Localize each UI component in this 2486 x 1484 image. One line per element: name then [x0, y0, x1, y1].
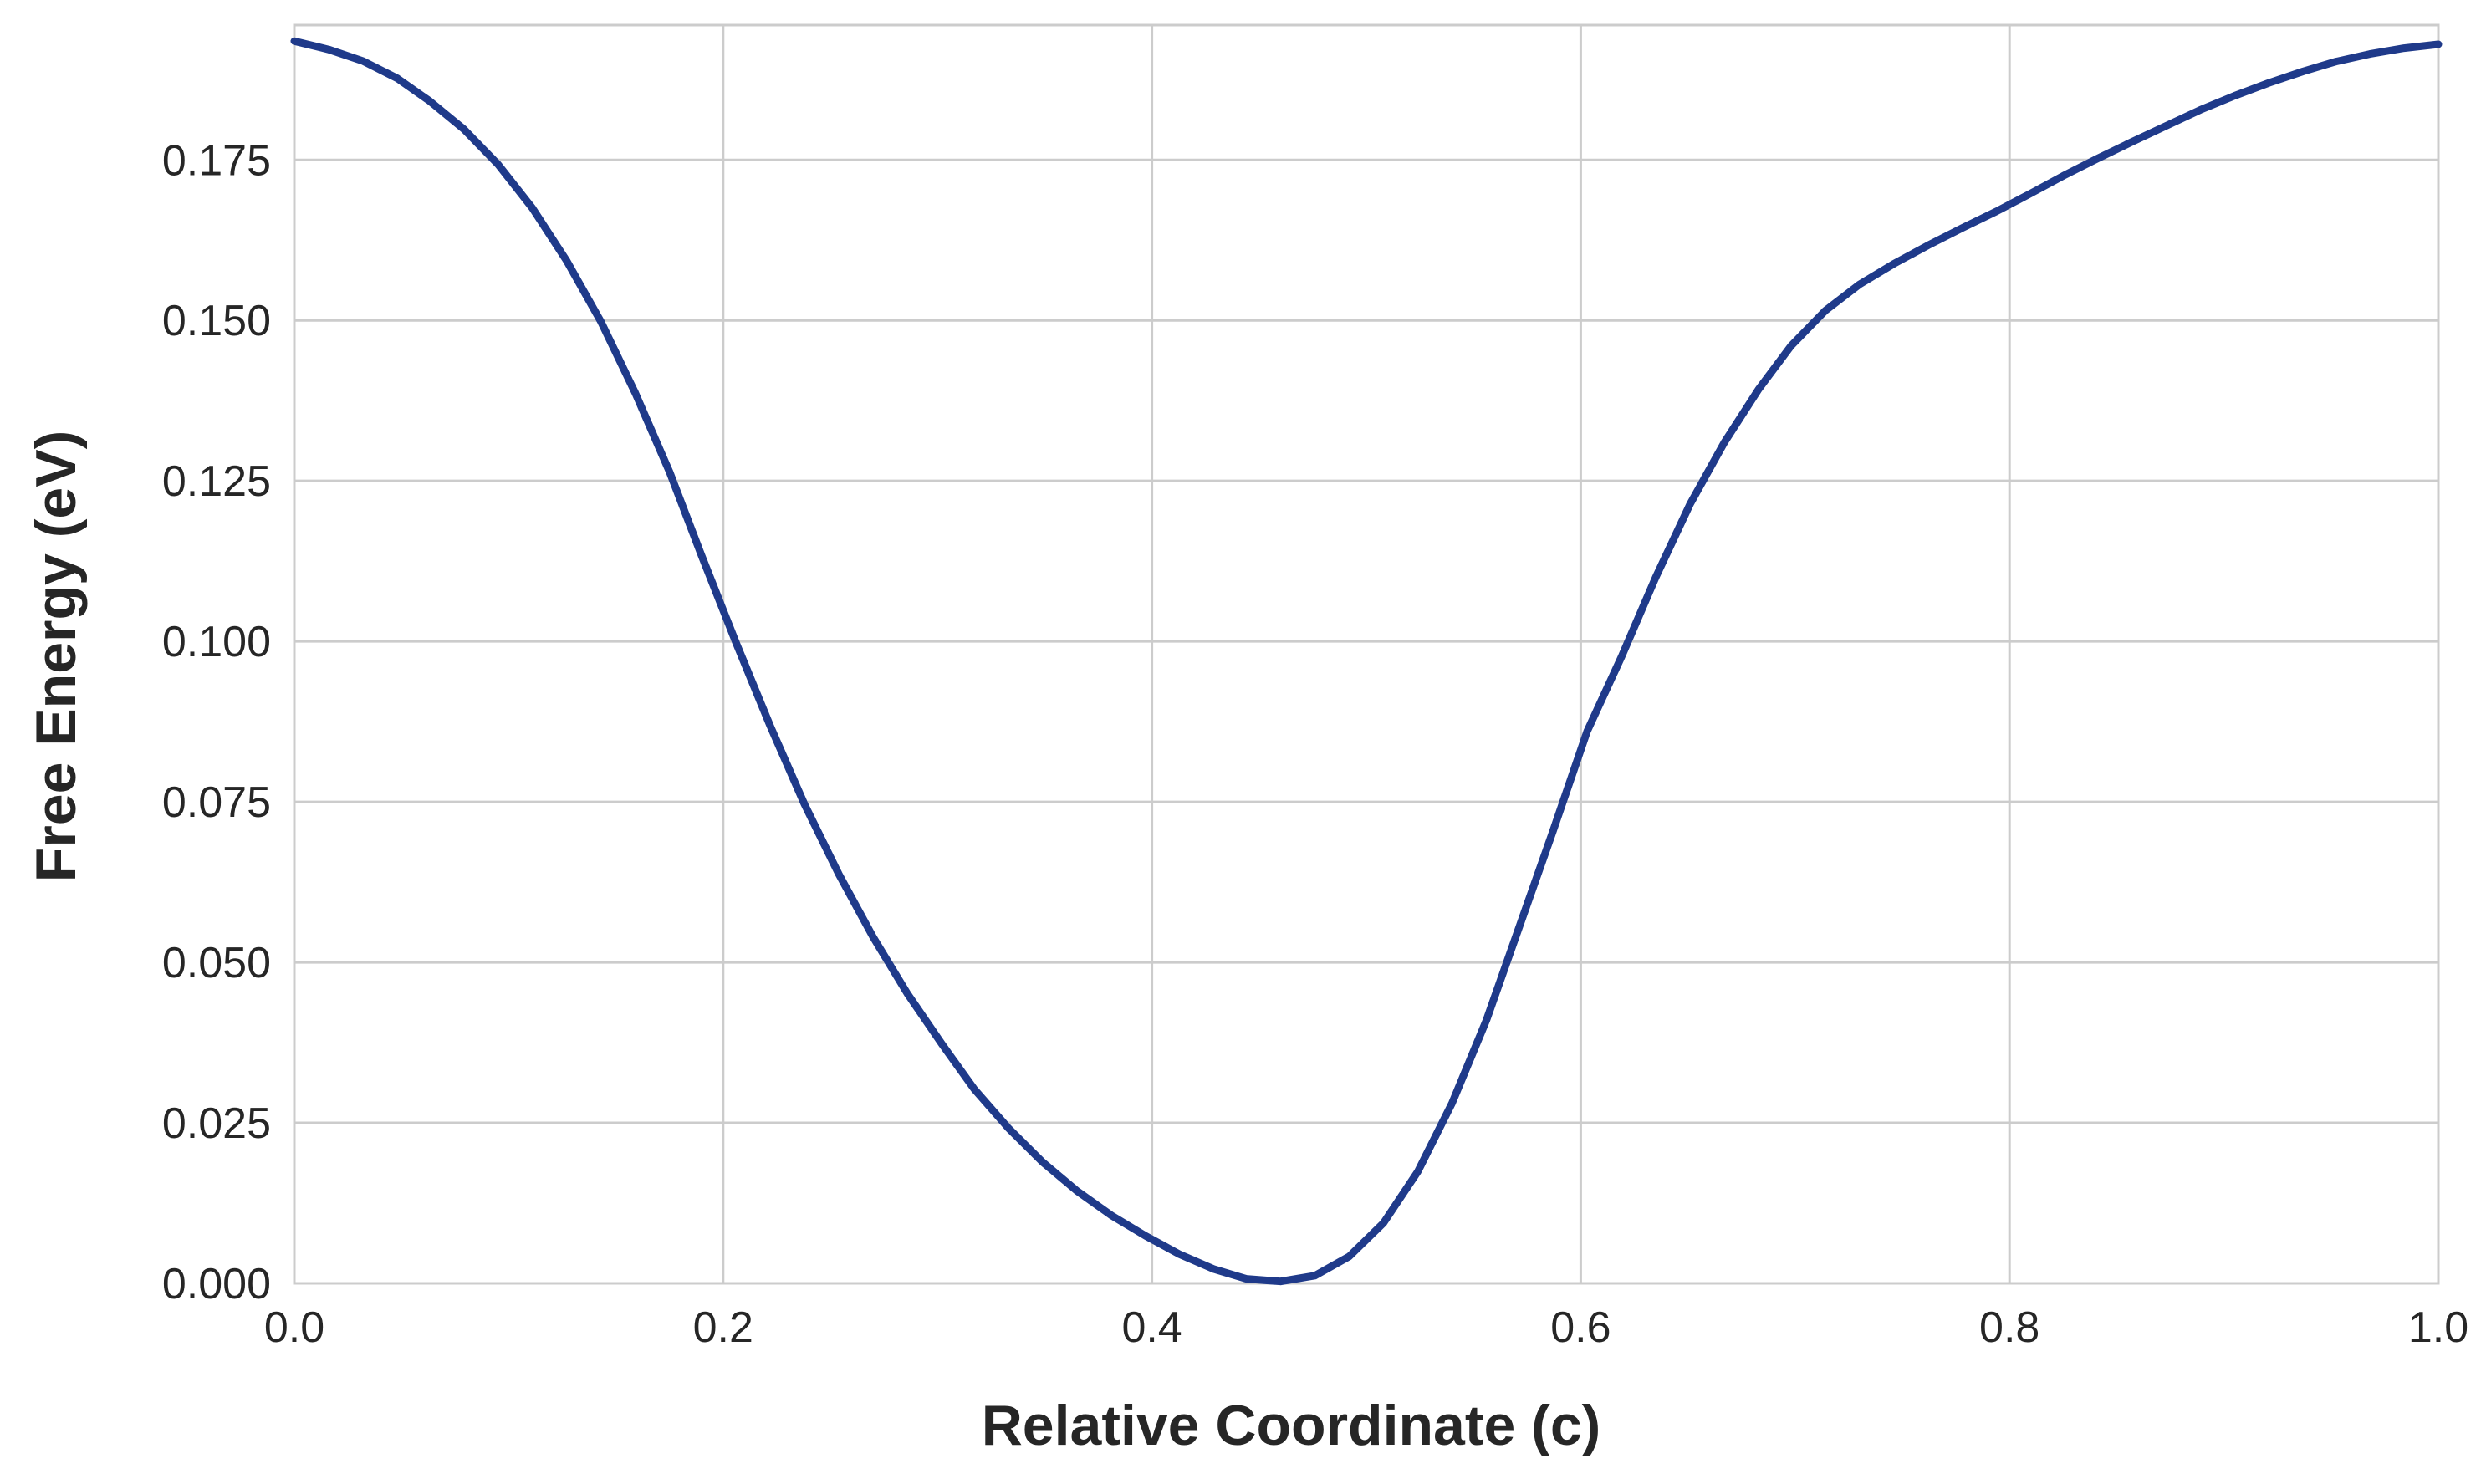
grid: [293, 25, 2440, 1285]
x-tick-label: 0.8: [1979, 1303, 2039, 1352]
y-tick-label: 0.150: [162, 297, 271, 345]
y-axis-ticks: 0.000 0.025 0.050 0.075 0.100 0.125 0.150 0.175: [162, 136, 271, 1308]
y-tick-label: 0.025: [162, 1099, 271, 1148]
y-tick-label: 0.050: [162, 939, 271, 987]
x-tick-label: 0.6: [1550, 1303, 1611, 1352]
y-axis-title: Free Energy (eV): [24, 431, 88, 882]
series-layer: [290, 37, 2443, 1286]
series-line: [290, 37, 2443, 1286]
x-tick-label: 0.4: [1121, 1303, 1182, 1352]
y-tick-label: 0.125: [162, 457, 271, 506]
x-tick-label: 0.2: [693, 1303, 753, 1352]
x-tick-label: 0.0: [264, 1303, 324, 1352]
x-axis-ticks: 0.0 0.2 0.4 0.6 0.8 1.0: [264, 1303, 2468, 1352]
x-axis-title: Relative Coordinate (c): [982, 1394, 1601, 1457]
y-tick-label: 0.100: [162, 618, 271, 666]
y-tick-label: 0.075: [162, 778, 271, 827]
y-tick-label: 0.175: [162, 136, 271, 185]
plot-frame: [293, 23, 2440, 1285]
y-tick-label: 0.000: [162, 1260, 271, 1308]
x-tick-label: 1.0: [2408, 1303, 2468, 1352]
